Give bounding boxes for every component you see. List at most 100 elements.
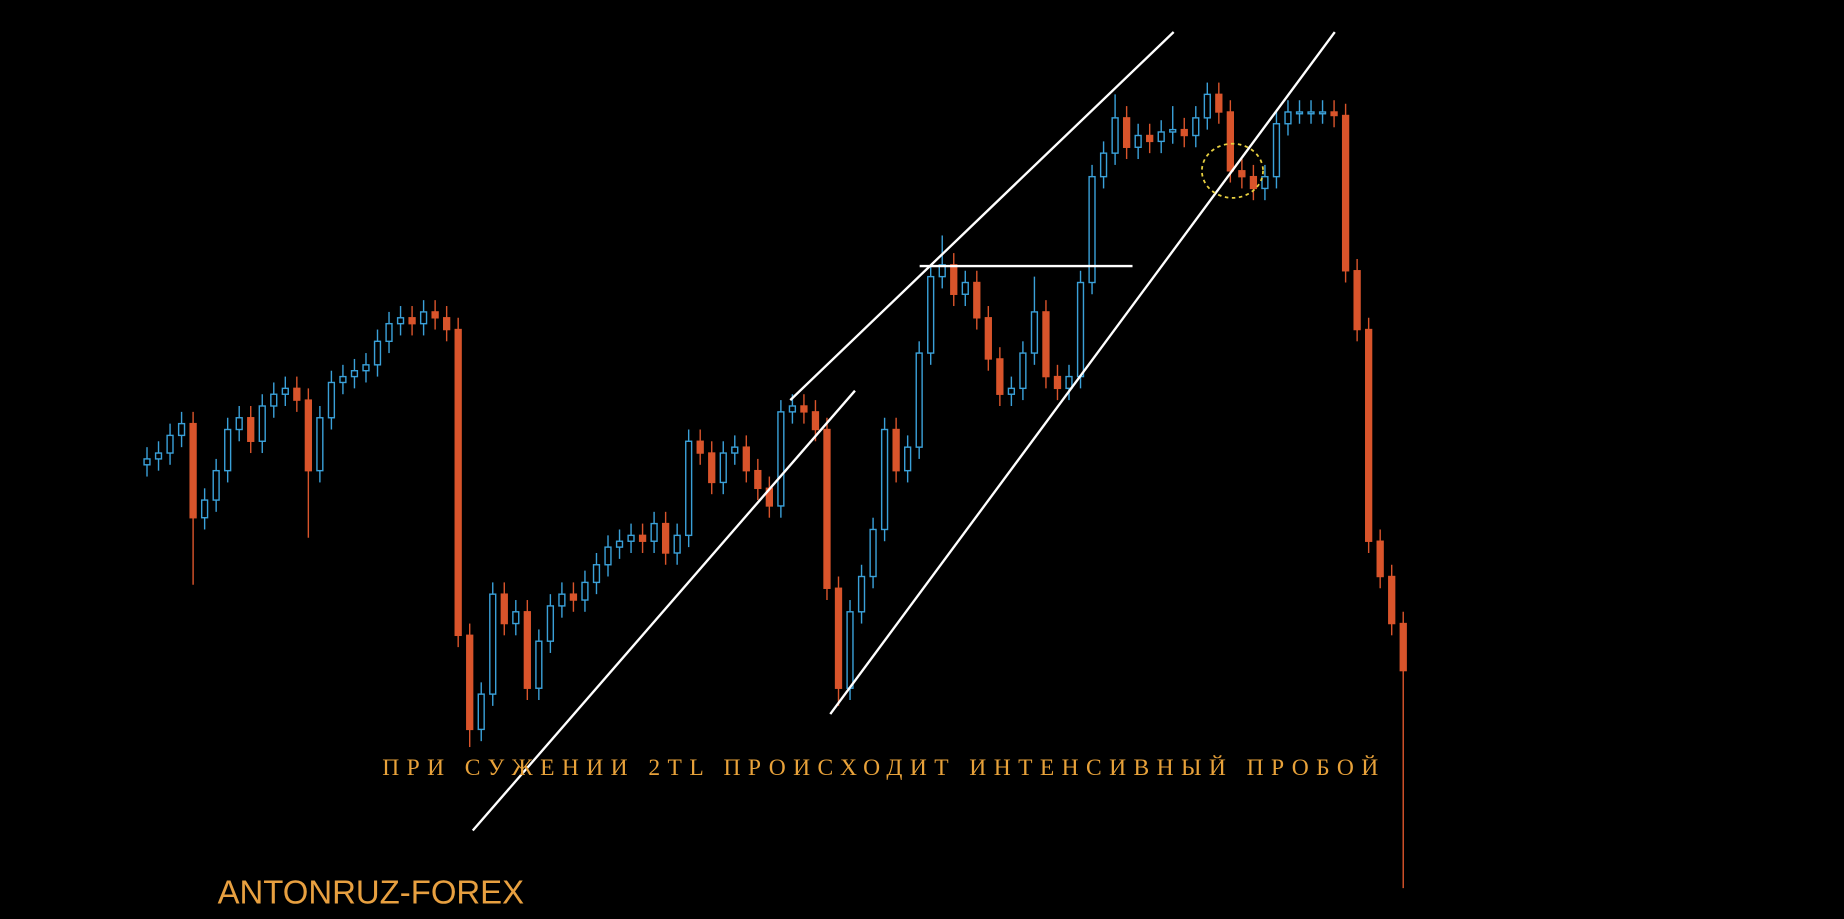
candle-body <box>1215 93 1223 113</box>
candle-body <box>166 434 174 454</box>
candle-body <box>1307 111 1315 115</box>
candle-body <box>1030 311 1039 354</box>
candle-body <box>661 522 670 554</box>
candle-body <box>154 452 163 460</box>
candle-body <box>1146 134 1154 143</box>
candle-body <box>535 640 543 689</box>
candle-body <box>708 452 716 484</box>
candle-body <box>523 611 531 689</box>
candle-body <box>650 522 658 542</box>
candle-body <box>880 428 889 531</box>
candle-body <box>1330 111 1338 117</box>
candle-body <box>800 405 808 413</box>
candle-body <box>961 281 969 295</box>
candle-body <box>1099 152 1108 178</box>
candle-body <box>1238 170 1246 178</box>
candle-body <box>477 693 485 731</box>
candle-body <box>1122 117 1131 148</box>
candle-body <box>1272 123 1281 178</box>
candle-body <box>431 311 439 319</box>
candle-body <box>892 428 900 472</box>
candle-body <box>1053 375 1062 390</box>
candle-body <box>569 593 578 601</box>
candle-body <box>996 358 1004 395</box>
candle-body <box>1180 128 1188 137</box>
candle-body <box>1065 375 1073 390</box>
candle-body <box>1192 117 1200 137</box>
candle-body <box>696 440 704 454</box>
candle-body <box>973 281 981 319</box>
trendline <box>829 31 1336 715</box>
candle-body <box>1261 175 1269 190</box>
candle-body <box>788 405 797 413</box>
candle-body <box>627 534 635 542</box>
candle-body <box>823 428 831 589</box>
candle-body <box>500 593 508 625</box>
candle-body <box>915 352 923 448</box>
candle-body <box>454 328 462 637</box>
candle-body <box>1134 134 1142 148</box>
candle-body <box>1157 131 1165 143</box>
candle-body <box>419 311 428 325</box>
candle-body <box>1284 111 1292 125</box>
candle-body <box>512 611 520 625</box>
candle-body <box>385 322 393 343</box>
candle-body <box>777 411 785 507</box>
candle-body <box>1111 117 1119 154</box>
candle-body <box>235 417 243 431</box>
candle-body <box>1376 540 1384 578</box>
candle-body <box>224 428 232 472</box>
candle-body <box>581 581 589 601</box>
candle-body <box>1088 175 1096 284</box>
candle-body <box>731 446 739 454</box>
candle-body <box>1399 622 1407 672</box>
candle-body <box>604 546 612 566</box>
candle-body <box>615 540 624 548</box>
candle-body <box>1341 114 1350 272</box>
candle-body <box>316 417 324 472</box>
candle-body <box>293 387 301 401</box>
candle-body <box>408 317 416 325</box>
candle-body <box>1076 281 1085 378</box>
candle-body <box>1365 328 1373 542</box>
candle-body <box>811 411 820 431</box>
candle-body <box>1019 352 1027 390</box>
candle-body <box>327 381 336 419</box>
candles <box>143 82 1407 889</box>
candle-body <box>1388 575 1396 625</box>
candle-body <box>673 534 681 554</box>
candle-body <box>984 317 992 360</box>
candle-body <box>1226 111 1234 172</box>
candle-body <box>339 375 347 384</box>
candle-body <box>846 611 854 689</box>
candle-body <box>592 564 601 584</box>
candle-body <box>258 405 266 442</box>
candle-body <box>869 528 877 578</box>
candle-body <box>950 264 958 295</box>
candle-body <box>304 399 312 472</box>
trendline <box>471 389 856 832</box>
candle-body <box>742 446 750 472</box>
candle-body <box>558 593 566 607</box>
candle-body <box>1295 111 1304 115</box>
candle-body <box>754 469 762 490</box>
candle-body <box>443 317 451 331</box>
candle-body <box>904 446 912 472</box>
candle-body <box>1007 387 1016 395</box>
candle-body <box>685 440 693 537</box>
candle-body <box>373 340 382 366</box>
candle-body <box>1353 270 1361 331</box>
candle-body <box>212 469 220 501</box>
candle-body <box>350 370 359 378</box>
candle-body <box>1203 93 1211 119</box>
candle-body <box>927 275 935 354</box>
candle-body <box>1318 111 1327 115</box>
candle-body <box>247 417 255 442</box>
candle-body <box>489 593 497 695</box>
candle-body <box>719 452 727 484</box>
candle-body <box>281 387 289 395</box>
trendline <box>789 31 1175 401</box>
candle-body <box>638 534 647 542</box>
candle-body <box>189 422 197 519</box>
